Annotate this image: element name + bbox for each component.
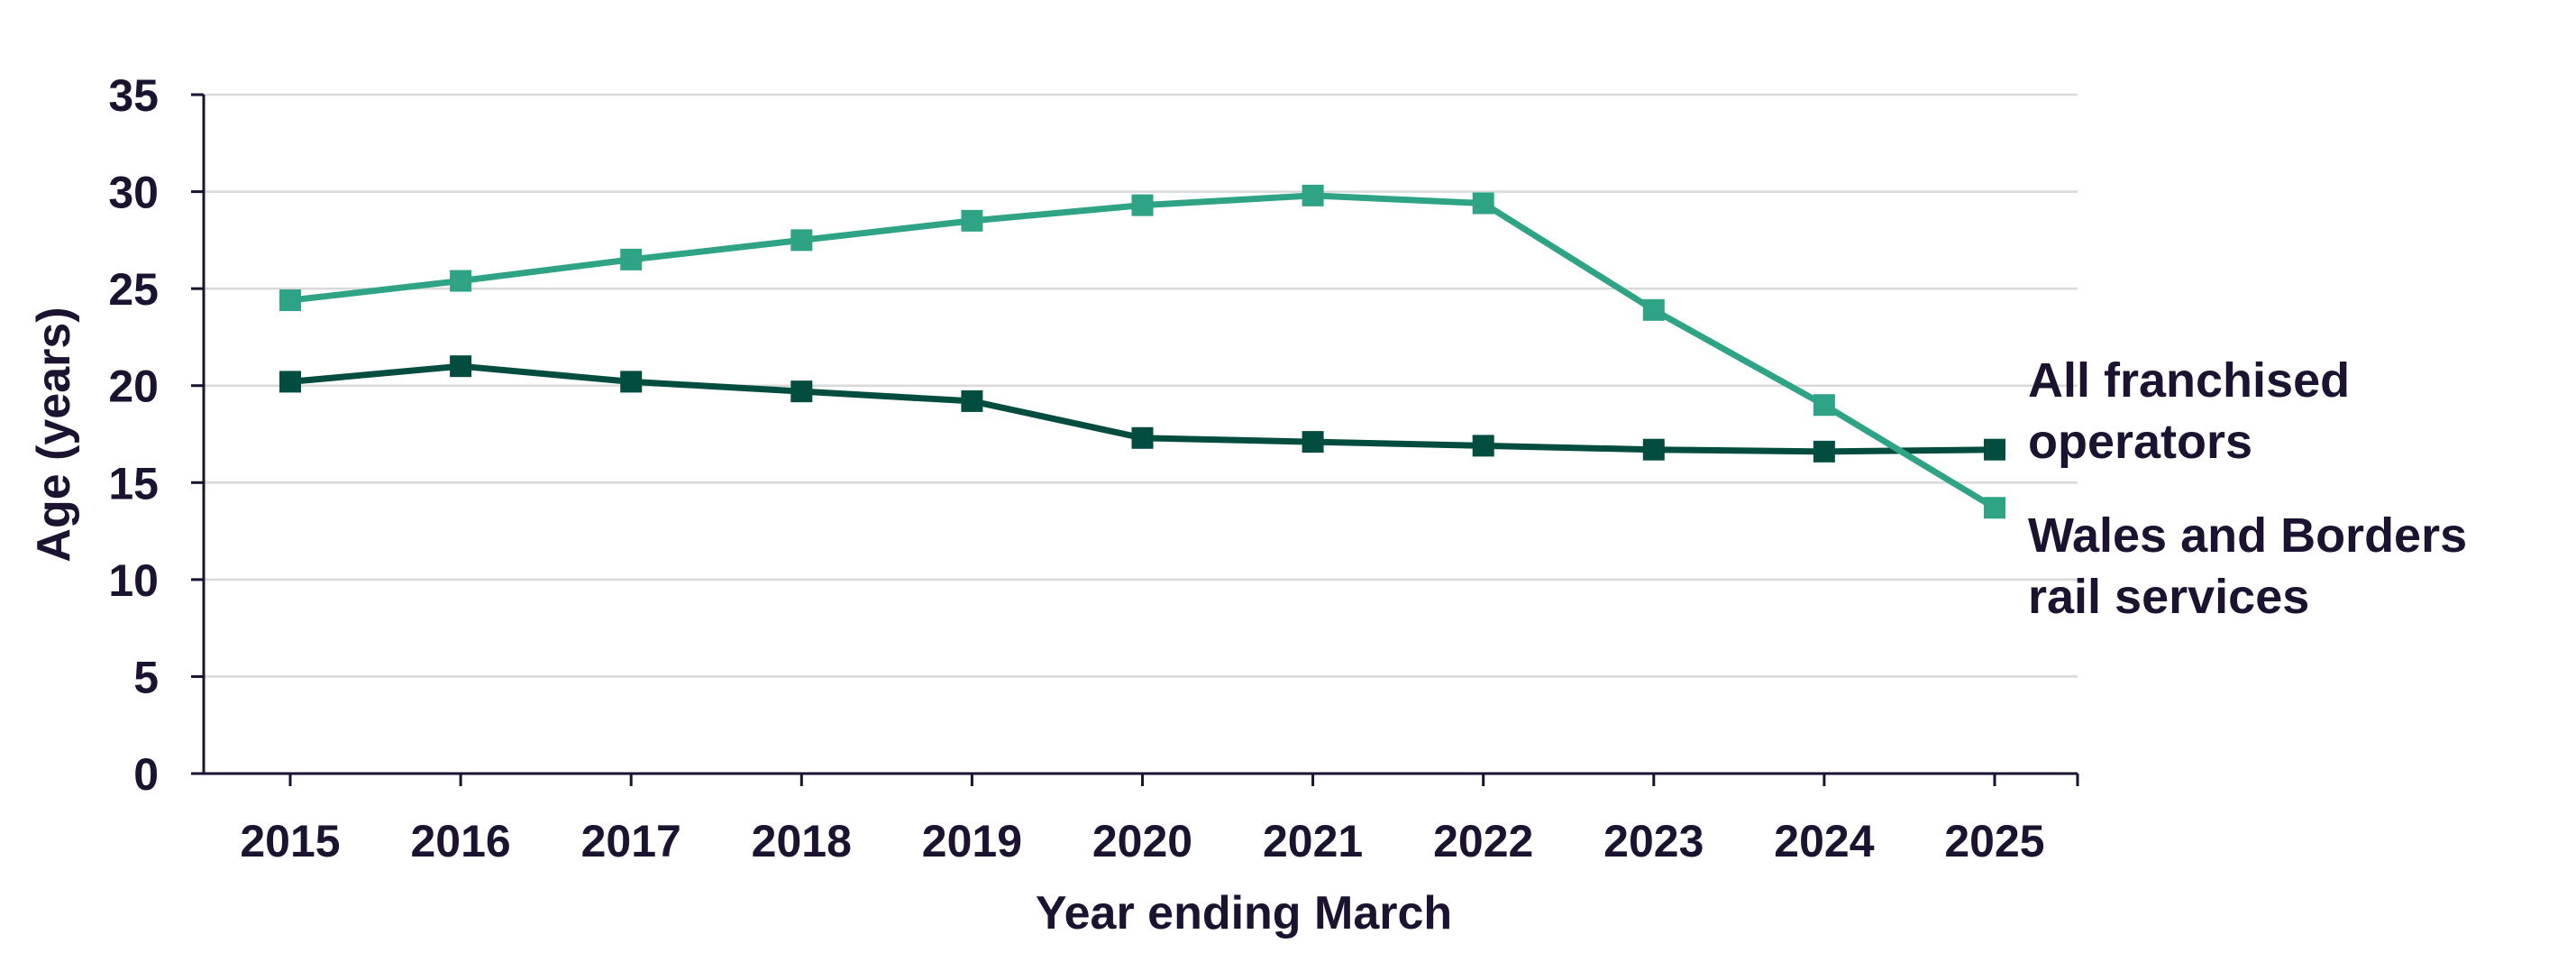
y-axis-title: Age (years) [28,307,80,562]
x-tick-label: 2025 [1944,816,2044,866]
x-tick-label: 2021 [1263,816,1363,866]
data-point [1813,394,1835,417]
x-tick-label: 2018 [752,816,852,866]
data-point [620,248,643,270]
x-tick-label: 2022 [1433,816,1533,866]
x-tick-label: 2023 [1603,816,1704,866]
data-point [1302,431,1324,453]
x-tick-label: 2017 [581,816,681,866]
x-tick-label: 2019 [922,816,1022,866]
y-tick-labels: 0 5 10 15 20 25 30 35 [108,70,204,800]
series-label: All franchised [2028,353,2350,408]
data-point [450,355,472,378]
y-tick-label: 10 [108,555,159,606]
x-tick-label: 2020 [1092,816,1192,866]
y-tick-label: 0 [133,749,159,800]
data-point [1131,194,1154,216]
data-point [1813,440,1835,463]
data-point [1472,192,1494,215]
data-point [790,229,813,252]
y-tick-label: 25 [108,264,159,315]
data-point [450,270,472,292]
x-tick-labels: 2015 2016 2017 2018 2019 2020 2021 2022 2023 2024… [240,774,2079,866]
data-point [279,371,301,393]
data-point [1642,298,1665,321]
data-point [1302,184,1324,206]
series-labels: All franchised operators Wales and Borders… [2028,353,2467,624]
data-point [1131,426,1154,449]
data-point [1984,438,2005,461]
series-label: operators [2028,415,2252,469]
data-point [961,209,983,232]
data-point [279,289,301,312]
series-label: rail services [2028,570,2309,624]
data-point [790,380,813,403]
series-group [279,355,2005,463]
series [279,184,2005,519]
x-axis-title: Year ending March [1036,887,1452,939]
x-tick-label: 2024 [1774,816,1874,866]
data-point [1472,435,1494,457]
gridlines [204,93,2078,678]
y-tick-label: 15 [108,458,159,508]
y-tick-label: 5 [133,652,159,702]
series-group [279,184,2005,519]
y-tick-label: 35 [108,70,159,121]
data-point [1984,497,2005,519]
x-tick-label: 2016 [410,816,510,866]
series-label: Wales and Borders [2028,508,2467,563]
data-point [961,389,983,412]
x-tick-label: 2015 [240,816,340,866]
data-point [620,371,643,393]
axes [202,95,2078,775]
series-line [289,192,1996,511]
y-tick-label: 20 [108,362,159,412]
data-point [1642,438,1665,461]
y-tick-label: 30 [108,168,159,218]
